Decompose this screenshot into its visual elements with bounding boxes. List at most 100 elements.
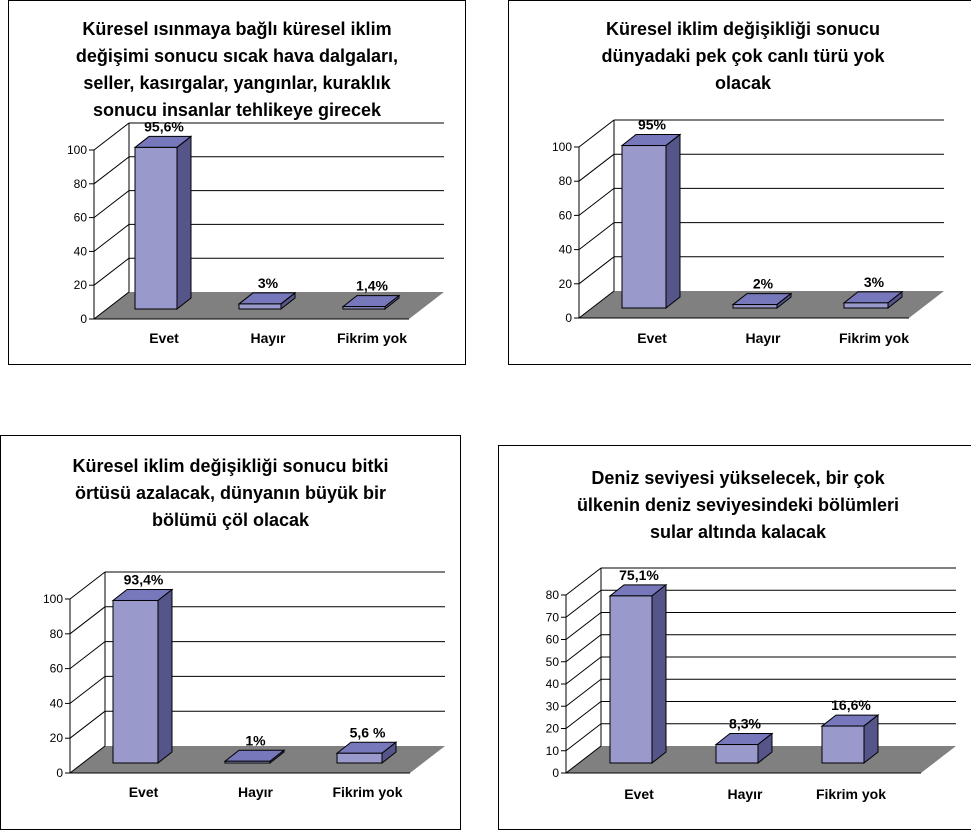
grid-diagonal	[93, 291, 130, 320]
grid-diagonal	[578, 119, 615, 148]
grid-diagonal	[578, 153, 615, 182]
y-tick-label: 40	[559, 243, 573, 257]
y-tick-label: 50	[546, 655, 560, 669]
y-tick-label: 60	[559, 208, 573, 222]
y-tick-label: 20	[559, 277, 573, 291]
x-tick-label: Hayır	[745, 330, 781, 346]
grid-diagonal	[578, 188, 615, 216]
chart-title: Küresel iklim değişikliği sonucu dünyada…	[601, 19, 885, 93]
grid-diagonal	[93, 257, 130, 286]
y-tick-label: 10	[546, 744, 560, 758]
bar-side	[651, 583, 667, 765]
grid-diagonal	[93, 156, 130, 185]
y-tick-label: 20	[546, 722, 560, 736]
bar	[621, 145, 667, 309]
y-tick-label: 20	[50, 731, 64, 745]
y-tick-label: 100	[552, 140, 572, 154]
data-label: 1%	[245, 732, 266, 748]
grid-diagonal	[578, 222, 615, 250]
y-tick-label: 0	[552, 766, 559, 780]
x-tick-label: Evet	[129, 784, 159, 800]
chart-title: Küresel ısınmaya bağlı küresel iklim değ…	[75, 19, 399, 120]
x-tick-label: Fikrim yok	[337, 330, 407, 346]
grid-diagonal	[69, 571, 106, 600]
y-tick-label: 40	[74, 244, 88, 258]
bar	[134, 146, 178, 310]
bar	[843, 302, 889, 309]
y-tick-label: 100	[67, 143, 87, 157]
bar	[732, 304, 778, 309]
bar	[342, 306, 386, 310]
data-label: 75,1%	[619, 567, 659, 583]
chart-title: Deniz seviyesi yükselecek, bir çok ülken…	[576, 468, 900, 542]
x-tick-label: Fikrim yok	[839, 330, 909, 346]
data-label: 3%	[258, 275, 279, 291]
grid-diagonal	[565, 589, 602, 618]
grid-diagonal	[565, 612, 602, 640]
grid-diagonal	[93, 190, 130, 218]
bar-side	[176, 135, 192, 311]
x-tick-label: Evet	[624, 786, 654, 802]
grid-diagonal	[565, 678, 602, 707]
grid-diagonal	[93, 224, 130, 252]
grid-diagonal	[578, 256, 615, 285]
y-tick-label: 80	[546, 588, 560, 602]
bar	[224, 760, 271, 764]
chart-panel-1: Küresel ısınmaya bağlı küresel iklim değ…	[8, 0, 466, 365]
y-tick-label: 100	[43, 592, 63, 606]
grid-diagonal	[69, 745, 106, 774]
data-label: 1,4%	[356, 278, 388, 294]
bar-side	[665, 133, 681, 310]
grid-diagonal	[565, 723, 602, 752]
x-tick-label: Fikrim yok	[332, 784, 402, 800]
x-tick-label: Evet	[149, 330, 179, 346]
y-tick-label: 80	[74, 177, 88, 191]
chart-panel-2: Küresel iklim değişikliği sonucu dünyada…	[508, 0, 971, 365]
grid-diagonal	[69, 641, 106, 669]
y-tick-label: 20	[74, 278, 88, 292]
chart-panel-3: Küresel iklim değişikliği sonucu bitki ö…	[0, 435, 461, 830]
bar	[821, 725, 865, 764]
data-label: 8,3%	[729, 716, 761, 732]
grid-diagonal	[565, 701, 602, 729]
bar	[112, 599, 159, 764]
data-label: 16,6%	[831, 697, 871, 713]
y-tick-label: 30	[546, 699, 560, 713]
data-label: 93,4%	[124, 571, 164, 587]
bar-chart: 0 10 20 30 40 50 60 70 80 75,1% Evet 8,3% Hayır 16,6%…	[546, 567, 956, 802]
y-tick-label: 0	[56, 766, 63, 780]
y-tick-label: 40	[50, 696, 64, 710]
bar	[609, 595, 653, 764]
grid-diagonal	[69, 710, 106, 739]
x-tick-label: Evet	[637, 330, 667, 346]
grid-diagonal	[565, 634, 602, 663]
y-tick-label: 60	[50, 662, 64, 676]
grid-diagonal	[565, 656, 602, 685]
data-label: 95%	[638, 117, 667, 133]
x-tick-label: Hayır	[727, 786, 763, 802]
bar-chart: 0 20 40 60 80 100 95% Evet 2% Hayır 3% Fikrim yok	[552, 117, 944, 346]
bar-chart: 0 20 40 60 80 100 93,4% Evet 1% Hayır 5,6 % Fikrim …	[43, 571, 445, 800]
chart-panel-4: Deniz seviyesi yükselecek, bir çok ülken…	[498, 445, 971, 830]
y-tick-label: 40	[546, 677, 560, 691]
y-tick-label: 80	[50, 627, 64, 641]
data-label: 2%	[753, 276, 774, 292]
grid-diagonal	[565, 567, 602, 596]
bar	[336, 752, 383, 764]
data-label: 3%	[864, 274, 885, 290]
data-label: 95,6%	[144, 118, 184, 134]
data-label: 5,6 %	[350, 724, 386, 740]
chart-title: Küresel iklim değişikliği sonucu bitki ö…	[72, 456, 389, 530]
bar-side	[157, 588, 173, 765]
y-tick-label: 70	[546, 610, 560, 624]
y-tick-label: 80	[559, 174, 573, 188]
grid-diagonal	[565, 745, 602, 774]
grid-diagonal	[578, 290, 615, 319]
bar	[715, 744, 759, 764]
y-tick-label: 60	[74, 211, 88, 225]
x-tick-label: Hayır	[250, 330, 286, 346]
x-tick-label: Fikrim yok	[816, 786, 886, 802]
y-tick-label: 60	[546, 633, 560, 647]
grid-diagonal	[69, 676, 106, 704]
grid-diagonal	[93, 122, 130, 151]
